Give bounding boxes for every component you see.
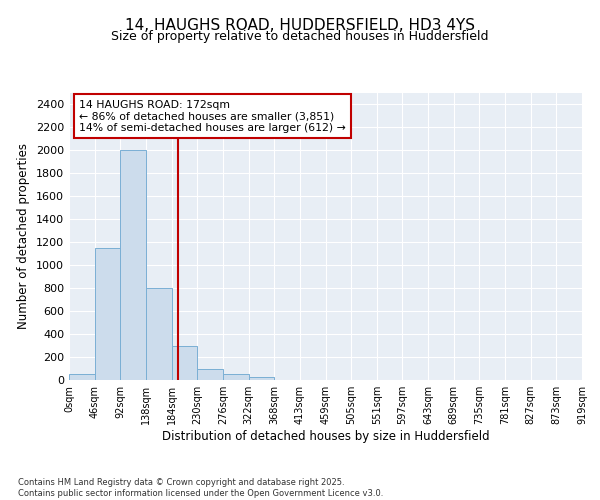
Text: Contains HM Land Registry data © Crown copyright and database right 2025.
Contai: Contains HM Land Registry data © Crown c… [18,478,383,498]
Text: 14 HAUGHS ROAD: 172sqm
← 86% of detached houses are smaller (3,851)
14% of semi-: 14 HAUGHS ROAD: 172sqm ← 86% of detached… [79,100,346,133]
Bar [69,374,95,380]
Bar [248,376,274,380]
Bar [223,374,248,380]
Bar [197,368,223,380]
Bar [146,288,172,380]
Bar [121,150,146,380]
Text: 14, HAUGHS ROAD, HUDDERSFIELD, HD3 4YS: 14, HAUGHS ROAD, HUDDERSFIELD, HD3 4YS [125,18,475,32]
Bar [172,346,197,380]
Y-axis label: Number of detached properties: Number of detached properties [17,143,31,329]
X-axis label: Distribution of detached houses by size in Huddersfield: Distribution of detached houses by size … [161,430,490,443]
Bar [95,248,121,380]
Text: Size of property relative to detached houses in Huddersfield: Size of property relative to detached ho… [111,30,489,43]
